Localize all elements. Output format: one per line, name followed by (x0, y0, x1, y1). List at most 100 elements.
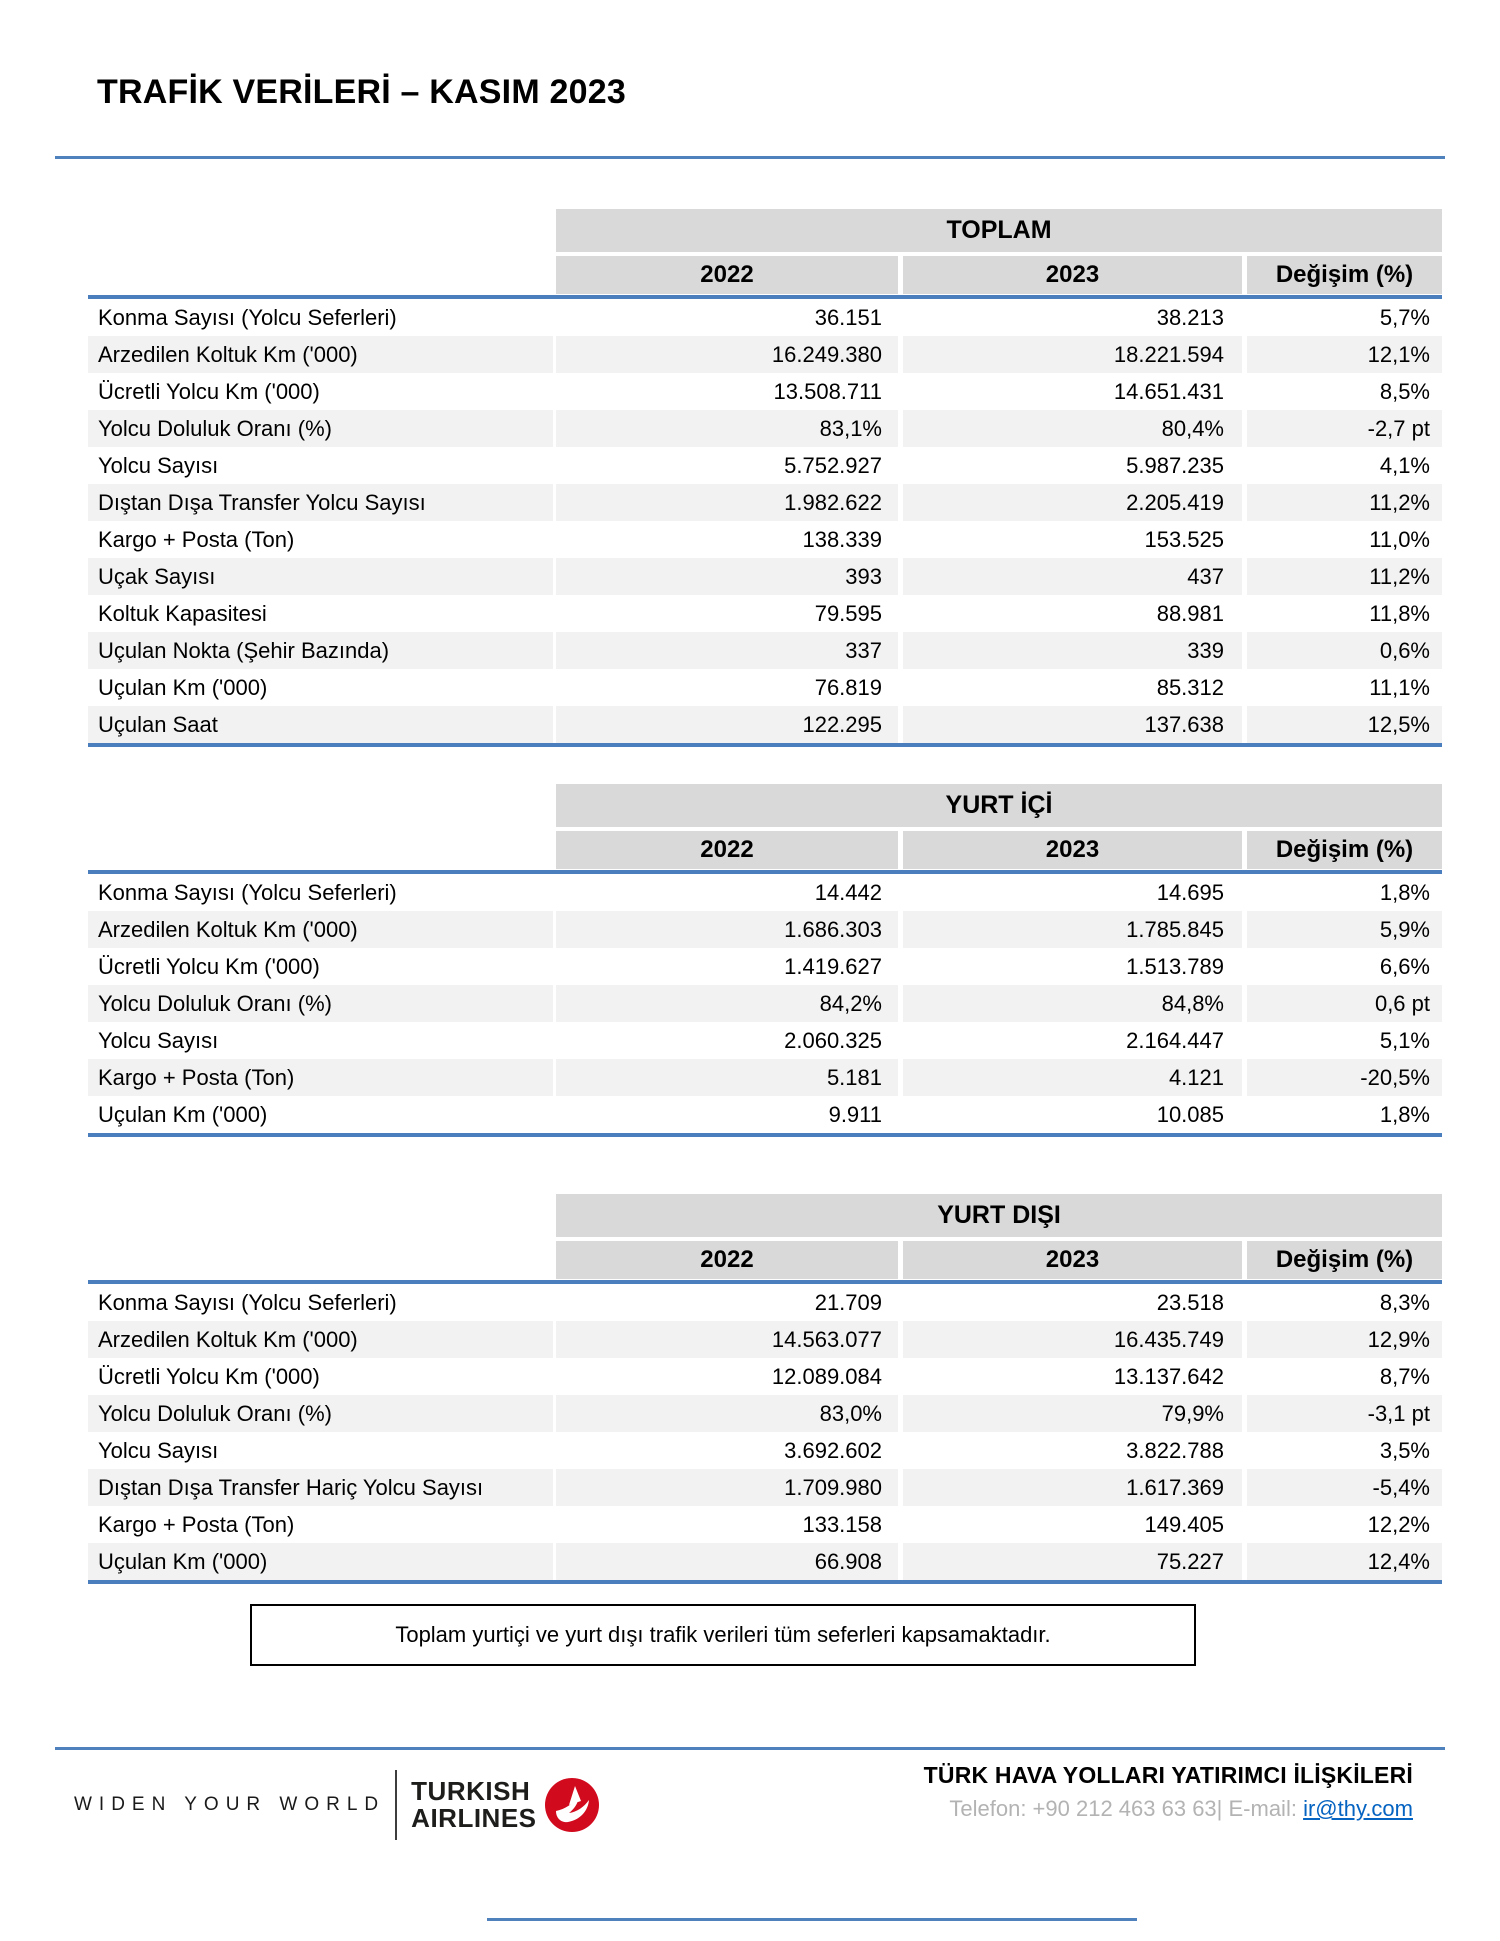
value-2023: 2.205.419 (903, 484, 1242, 521)
value-change: 12,4% (1247, 1543, 1442, 1580)
table-row: Kargo + Posta (Ton) 138.339 153.525 11,0% (88, 521, 1442, 558)
column-header-2022: 2022 (556, 831, 898, 869)
row-label: Kargo + Posta (Ton) (98, 1512, 295, 1537)
brand-tagline: WIDEN YOUR WORLD (74, 1794, 386, 1815)
value-2023: 18.221.594 (903, 336, 1242, 373)
row-label: Yolcu Sayısı (98, 1438, 219, 1463)
column-header-2023: 2023 (903, 831, 1242, 869)
value-2023: 80,4% (903, 410, 1242, 447)
row-label: Konma Sayısı (Yolcu Seferleri) (98, 305, 397, 330)
value-2023: 3.822.788 (1126, 1438, 1224, 1463)
row-label: Yolcu Doluluk Oranı (%) (88, 410, 553, 447)
value-2022: 5.752.927 (784, 453, 882, 478)
row-label: Arzedilen Koltuk Km ('000) (88, 336, 553, 373)
value-change: 12,1% (1247, 336, 1442, 373)
value-2023: 437 (903, 558, 1242, 595)
value-2022: 1.709.980 (556, 1469, 898, 1506)
value-2022: 14.442 (814, 880, 882, 905)
row-label: Ücretli Yolcu Km ('000) (98, 379, 320, 404)
value-change: 11,2% (1247, 484, 1442, 521)
value-2022: 1.982.622 (556, 484, 898, 521)
table-toplam: TOPLAM 2022 2023 Değişim (%) Konma Sayıs… (88, 209, 1442, 747)
value-2023: 2.164.447 (1126, 1028, 1224, 1053)
table-column-headers: 2022 2023 Değişim (%) (88, 256, 1442, 294)
value-2023: 75.227 (903, 1543, 1242, 1580)
turkish-airlines-emblem-icon (544, 1778, 599, 1832)
title-divider (55, 156, 1445, 159)
table-row: Yolcu Doluluk Oranı (%) 84,2% 84,8% 0,6 pt (88, 985, 1442, 1022)
column-header-change: Değişim (%) (1247, 256, 1442, 294)
value-2022: 36.151 (814, 305, 882, 330)
table-body: Konma Sayısı (Yolcu Seferleri) 14.442 14.6… (88, 874, 1442, 1133)
contact-line: Telefon: +90 212 463 63 63| E-mail: ir@t… (924, 1796, 1413, 1822)
page-title: TRAFİK VERİLERİ – KASIM 2023 (97, 73, 626, 111)
table-row: Uçulan Nokta (Şehir Bazında) 337 339 0,6% (88, 632, 1442, 669)
value-2023: 4.121 (903, 1059, 1242, 1096)
value-2022: 13.508.711 (773, 379, 882, 404)
row-label: Uçulan Saat (88, 706, 553, 743)
table-bottom-rule (88, 743, 1442, 747)
value-change: 12,9% (1247, 1321, 1442, 1358)
row-label: Uçulan Km ('000) (88, 1543, 553, 1580)
brand-name: TURKISH AIRLINES (411, 1778, 536, 1832)
value-2023: 153.525 (1144, 527, 1224, 552)
value-change: 12,2% (1367, 1512, 1430, 1537)
table-row: Dıştan Dışa Transfer Yolcu Sayısı 1.982.6… (88, 484, 1442, 521)
value-2022: 84,2% (556, 985, 898, 1022)
value-2022: 16.249.380 (556, 336, 898, 373)
table-title: YURT İÇİ (556, 784, 1442, 827)
table-body: Konma Sayısı (Yolcu Seferleri) 21.709 23.5… (88, 1284, 1442, 1580)
row-label: Dıştan Dışa Transfer Hariç Yolcu Sayısı (88, 1469, 553, 1506)
row-label: Kargo + Posta (Ton) (98, 527, 295, 552)
value-2023: 84,8% (903, 985, 1242, 1022)
table-row: Kargo + Posta (Ton) 133.158 149.405 12,2% (88, 1506, 1442, 1543)
value-2022: 12.089.084 (771, 1364, 882, 1389)
value-change: 5,7% (1379, 305, 1430, 330)
value-2022: 66.908 (556, 1543, 898, 1580)
value-change: 6,6% (1379, 954, 1430, 979)
value-2022: 122.295 (556, 706, 898, 743)
table-row: Uçulan Km ('000) 9.911 10.085 1,8% (88, 1096, 1442, 1133)
table-yurt-disi: YURT DIŞI 2022 2023 Değişim (%) Konma Sa… (88, 1194, 1442, 1584)
value-2022: 9.911 (828, 1102, 882, 1127)
brand-line2: AIRLINES (411, 1803, 537, 1833)
value-2023: 23.518 (1156, 1290, 1224, 1315)
table-row: Konma Sayısı (Yolcu Seferleri) 21.709 23.5… (88, 1284, 1442, 1321)
value-2023: 149.405 (1144, 1512, 1224, 1537)
table-row: Ücretli Yolcu Km ('000) 12.089.084 13.137.… (88, 1358, 1442, 1395)
table-title: TOPLAM (556, 209, 1442, 252)
email-link[interactable]: ir@thy.com (1303, 1796, 1413, 1821)
column-header-change: Değişim (%) (1247, 831, 1442, 869)
value-2022: 1.686.303 (556, 911, 898, 948)
value-2023: 1.785.845 (903, 911, 1242, 948)
footnote-box: Toplam yurtiçi ve yurt dışı trafik veril… (250, 1604, 1196, 1666)
table-row: Arzedilen Koltuk Km ('000) 16.249.380 18.2… (88, 336, 1442, 373)
value-2023: 1.617.369 (903, 1469, 1242, 1506)
value-change: 11,2% (1247, 558, 1442, 595)
value-2022: 14.563.077 (556, 1321, 898, 1358)
value-2023: 339 (903, 632, 1242, 669)
page-bottom-rule (487, 1918, 1137, 1921)
row-label: Arzedilen Koltuk Km ('000) (88, 1321, 553, 1358)
column-header-2023: 2023 (903, 1241, 1242, 1279)
value-2022: 83,0% (556, 1395, 898, 1432)
column-header-change: Değişim (%) (1247, 1241, 1442, 1279)
value-change: 11,0% (1369, 527, 1430, 552)
table-row: Yolcu Sayısı 2.060.325 2.164.447 5,1% (88, 1022, 1442, 1059)
value-change: 11,1% (1369, 675, 1430, 700)
value-2022: 21.709 (814, 1290, 882, 1315)
table-row: Yolcu Sayısı 5.752.927 5.987.235 4,1% (88, 447, 1442, 484)
logo-divider (395, 1770, 398, 1840)
column-header-spacer (88, 256, 556, 294)
value-2022: 79.595 (814, 601, 882, 626)
row-label: Konma Sayısı (Yolcu Seferleri) (98, 1290, 397, 1315)
value-2022: 83,1% (556, 410, 898, 447)
value-2023: 14.695 (1156, 880, 1224, 905)
value-change: -20,5% (1247, 1059, 1442, 1096)
row-label: Uçulan Nokta (Şehir Bazında) (88, 632, 553, 669)
value-2022: 3.692.602 (784, 1438, 882, 1463)
table-header-rule (88, 870, 1442, 874)
row-label: Uçulan Km ('000) (98, 675, 268, 700)
row-label: Uçak Sayısı (88, 558, 553, 595)
investor-relations-heading: TÜRK HAVA YOLLARI YATIRIMCI İLİŞKİLERİ (923, 1762, 1413, 1788)
